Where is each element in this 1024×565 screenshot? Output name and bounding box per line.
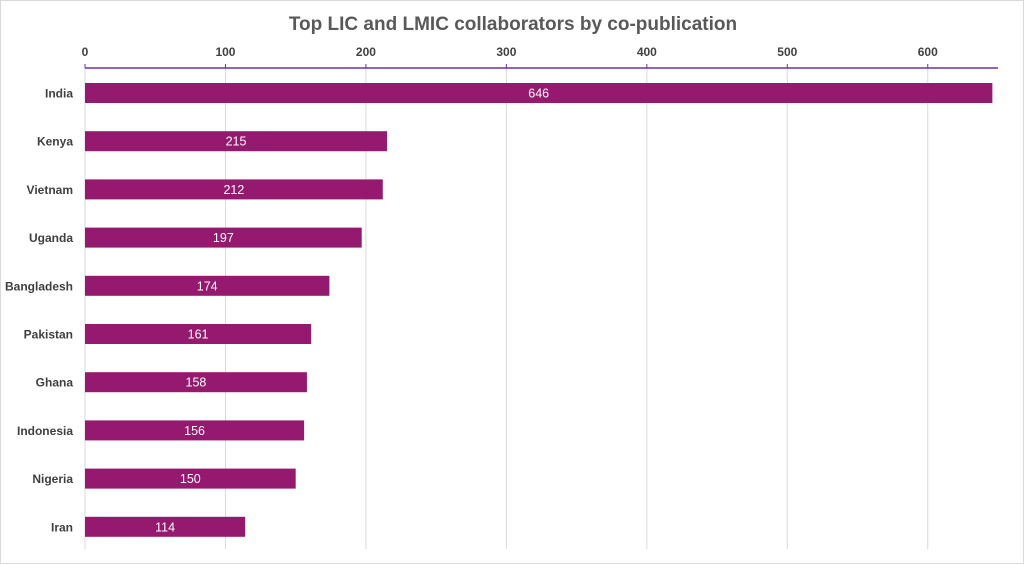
x-tick-label: 0 (82, 45, 89, 59)
data-label: 215 (226, 135, 247, 149)
category-label: Vietnam (27, 183, 73, 197)
bar-bangladesh (85, 275, 330, 296)
x-axis: 0 100 200 300 400 500 600 (82, 45, 998, 69)
bar-pakistan (85, 324, 312, 344)
bars: 646 215 212 197 174 161 158 156 150 114 (85, 83, 993, 537)
category-label: Uganda (29, 231, 73, 245)
bar-indonesia (85, 420, 305, 441)
category-label: Ghana (36, 376, 74, 390)
data-label: 174 (197, 279, 218, 293)
data-label: 646 (528, 87, 549, 101)
bar-uganda (85, 227, 362, 248)
category-label: Iran (51, 520, 73, 534)
category-label: Bangladesh (5, 279, 73, 293)
x-tick-label: 500 (777, 45, 797, 59)
bar-iran (85, 516, 246, 537)
bar-vietnam (85, 179, 383, 200)
x-tick-label: 600 (918, 45, 938, 59)
data-label: 150 (180, 472, 201, 486)
bar-india (85, 83, 993, 103)
x-tick-label: 400 (637, 45, 657, 59)
data-label: 156 (184, 424, 205, 438)
category-label: Pakistan (24, 328, 73, 342)
data-label: 158 (186, 376, 207, 390)
data-label: 212 (223, 183, 244, 197)
x-tick-label: 300 (496, 45, 516, 59)
category-label: Kenya (37, 135, 73, 149)
x-tick-label: 200 (356, 45, 376, 59)
bar-nigeria (85, 468, 296, 489)
category-label: India (45, 87, 73, 101)
bar-kenya (85, 131, 387, 152)
category-label: Nigeria (32, 472, 73, 486)
category-label: Indonesia (17, 424, 73, 438)
data-label: 114 (155, 520, 175, 534)
category-labels: India Kenya Vietnam Uganda Bangladesh Pakista… (5, 87, 73, 535)
chart-title: Top LIC and LMIC collaborators by co-pub… (289, 14, 737, 35)
bar-ghana (85, 372, 307, 393)
data-label: 197 (213, 231, 234, 245)
x-tick-label: 100 (215, 45, 235, 59)
data-label: 161 (188, 328, 209, 342)
